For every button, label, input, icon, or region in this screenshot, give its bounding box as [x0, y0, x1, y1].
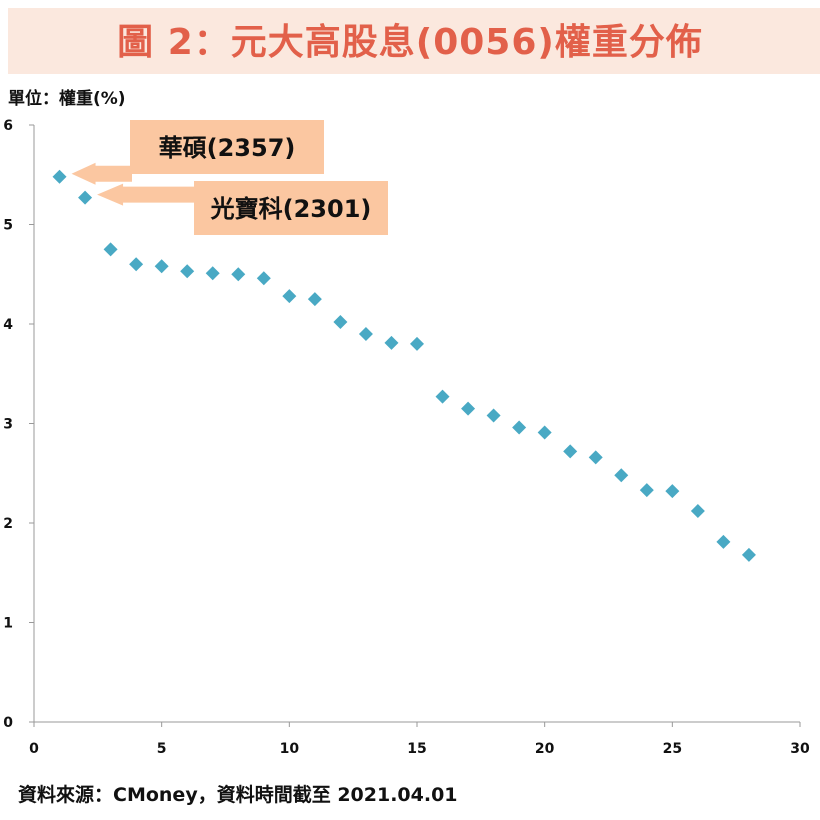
data-point — [563, 444, 578, 459]
data-point — [307, 292, 322, 307]
callout-box — [130, 120, 324, 174]
callout-arrow — [71, 162, 132, 185]
x-tick-label: 15 — [407, 741, 426, 757]
x-tick-label: 30 — [790, 741, 810, 757]
data-point — [333, 315, 348, 330]
source-note: 資料來源：CMoney，資料時間截至 2021.04.01 — [18, 784, 458, 806]
x-tick-label: 20 — [535, 741, 555, 757]
data-point — [231, 267, 246, 282]
data-point — [256, 271, 271, 286]
data-point — [410, 336, 424, 351]
data-point — [614, 468, 629, 483]
data-point — [129, 257, 144, 272]
x-tick-label: 10 — [280, 741, 300, 757]
callout-box — [194, 181, 388, 235]
data-point — [512, 420, 527, 435]
tick-labels: 0 1 2 3 4 5 6 0 5 10 15 20 25 30 — [3, 118, 810, 757]
y-tick-label: 1 — [3, 616, 13, 632]
data-point — [486, 408, 501, 423]
y-tick-label: 0 — [3, 715, 13, 731]
y-tick-label: 2 — [3, 516, 13, 532]
data-point — [537, 425, 552, 440]
data-point — [180, 264, 195, 279]
axes — [29, 124, 801, 727]
data-point — [52, 169, 67, 184]
data-point — [358, 326, 373, 341]
callout-arrow — [97, 183, 196, 206]
title-band — [8, 8, 820, 74]
data-point — [384, 335, 399, 350]
callouts: 華碩(2357) 光寶科(2301) — [71, 120, 388, 235]
data-point — [103, 242, 118, 257]
data-point — [461, 401, 476, 416]
x-tick-label: 0 — [29, 741, 39, 757]
page-title: 圖 2：元大高股息(0056)權重分佈 — [117, 22, 703, 63]
data-point — [665, 484, 680, 499]
data-point — [78, 190, 93, 205]
y-tick-label: 6 — [3, 118, 13, 134]
data-point — [639, 483, 654, 498]
data-point — [282, 289, 297, 304]
data-point — [690, 504, 705, 519]
y-tick-label: 5 — [3, 218, 13, 234]
data-point — [435, 389, 450, 404]
data-point — [154, 259, 169, 274]
y-tick-label: 3 — [3, 417, 13, 433]
y-tick-label: 4 — [3, 317, 13, 333]
data-point — [205, 266, 220, 281]
data-point — [741, 547, 756, 562]
x-tick-label: 5 — [157, 741, 167, 757]
data-points — [52, 169, 756, 562]
y-axis-unit-label: 單位：權重(%) — [8, 89, 126, 109]
data-point — [588, 450, 603, 465]
callout-label: 華碩(2357) — [159, 134, 296, 162]
callout-label: 光寶科(2301) — [210, 195, 372, 223]
x-tick-label: 25 — [663, 741, 682, 757]
data-point — [716, 534, 731, 549]
